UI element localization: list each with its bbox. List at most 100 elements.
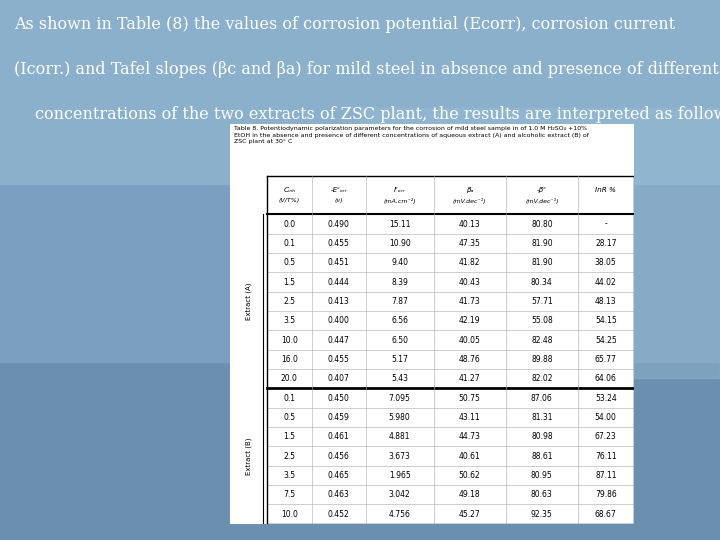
Text: 41.73: 41.73 — [459, 297, 481, 306]
Text: 40.13: 40.13 — [459, 220, 481, 228]
Text: 8.39: 8.39 — [391, 278, 408, 287]
Text: 10.0: 10.0 — [281, 335, 298, 345]
Text: 0.447: 0.447 — [328, 335, 350, 345]
Text: (mV.dec⁻¹): (mV.dec⁻¹) — [453, 198, 487, 204]
Text: 3.5: 3.5 — [283, 316, 295, 325]
Text: 3.5: 3.5 — [283, 471, 295, 480]
Text: 0.463: 0.463 — [328, 490, 350, 500]
Text: (mA.cm⁻²): (mA.cm⁻²) — [383, 198, 416, 204]
Text: concentrations of the two extracts of ZSC plant, the results are interpreted as : concentrations of the two extracts of ZS… — [35, 106, 720, 124]
Text: βₐ: βₐ — [466, 187, 474, 193]
Text: 28.17: 28.17 — [595, 239, 616, 248]
Text: 0.0: 0.0 — [283, 220, 295, 228]
Text: 82.02: 82.02 — [531, 374, 553, 383]
Text: 81.31: 81.31 — [531, 413, 553, 422]
Text: Iᶜₒᵣᵣ: Iᶜₒᵣᵣ — [394, 187, 405, 193]
Text: 40.61: 40.61 — [459, 451, 481, 461]
Text: 41.27: 41.27 — [459, 374, 480, 383]
Text: 20.0: 20.0 — [281, 374, 298, 383]
Text: 0.456: 0.456 — [328, 451, 350, 461]
Text: 43.11: 43.11 — [459, 413, 480, 422]
Text: 82.48: 82.48 — [531, 335, 553, 345]
Text: 45.27: 45.27 — [459, 510, 481, 518]
Text: 81.90: 81.90 — [531, 239, 553, 248]
Text: 0.465: 0.465 — [328, 471, 350, 480]
Text: 7.095: 7.095 — [389, 394, 410, 403]
Text: 38.05: 38.05 — [595, 258, 616, 267]
Text: 2.5: 2.5 — [284, 297, 295, 306]
Text: 5.980: 5.980 — [389, 413, 410, 422]
Text: 76.11: 76.11 — [595, 451, 616, 461]
Text: 47.35: 47.35 — [459, 239, 481, 248]
Text: 3.042: 3.042 — [389, 490, 410, 500]
Text: 89.88: 89.88 — [531, 355, 553, 364]
Text: 92.35: 92.35 — [531, 510, 553, 518]
Text: 44.02: 44.02 — [595, 278, 616, 287]
Text: 50.62: 50.62 — [459, 471, 481, 480]
Text: 54.15: 54.15 — [595, 316, 616, 325]
Text: 42.19: 42.19 — [459, 316, 480, 325]
Text: -: - — [604, 220, 607, 228]
Bar — [0, 362, 720, 540]
Text: 64.06: 64.06 — [595, 374, 617, 383]
Text: 2.5: 2.5 — [284, 451, 295, 461]
Text: As shown in Table (8) the values of corrosion potential (Ecorr), corrosion curre: As shown in Table (8) the values of corr… — [14, 16, 675, 33]
Text: 3.673: 3.673 — [389, 451, 410, 461]
Text: 40.05: 40.05 — [459, 335, 481, 345]
Text: InR %: InR % — [595, 187, 616, 193]
Text: 1.965: 1.965 — [389, 471, 410, 480]
Text: 80.34: 80.34 — [531, 278, 553, 287]
Text: Cᵢₙₕ: Cᵢₙₕ — [283, 187, 295, 193]
Text: 80.80: 80.80 — [531, 220, 553, 228]
Text: 0.407: 0.407 — [328, 374, 350, 383]
Text: 80.63: 80.63 — [531, 490, 553, 500]
Text: 5.17: 5.17 — [391, 355, 408, 364]
Text: 4.756: 4.756 — [389, 510, 410, 518]
Text: 0.444: 0.444 — [328, 278, 350, 287]
Text: (v): (v) — [335, 198, 343, 204]
Bar — [360, 108, 720, 378]
Text: 1.5: 1.5 — [284, 278, 295, 287]
Text: 1.5: 1.5 — [284, 432, 295, 441]
Text: 80.95: 80.95 — [531, 471, 553, 480]
Text: 5.43: 5.43 — [391, 374, 408, 383]
Text: 81.90: 81.90 — [531, 258, 553, 267]
Text: 65.77: 65.77 — [595, 355, 617, 364]
Text: 6.56: 6.56 — [391, 316, 408, 325]
Text: 0.461: 0.461 — [328, 432, 350, 441]
Text: 0.455: 0.455 — [328, 355, 350, 364]
Text: 0.455: 0.455 — [328, 239, 350, 248]
Text: (mV.dec⁻¹): (mV.dec⁻¹) — [525, 198, 559, 204]
Text: 87.11: 87.11 — [595, 471, 616, 480]
Text: 79.86: 79.86 — [595, 490, 616, 500]
Text: (V/T%): (V/T%) — [279, 198, 300, 204]
Text: 0.400: 0.400 — [328, 316, 350, 325]
Text: 16.0: 16.0 — [281, 355, 298, 364]
Text: 87.06: 87.06 — [531, 394, 553, 403]
Text: 49.18: 49.18 — [459, 490, 480, 500]
Text: 9.40: 9.40 — [391, 258, 408, 267]
Text: 0.451: 0.451 — [328, 258, 350, 267]
Text: 54.25: 54.25 — [595, 335, 616, 345]
Text: 4.881: 4.881 — [389, 432, 410, 441]
Text: 7.87: 7.87 — [391, 297, 408, 306]
Text: 88.61: 88.61 — [531, 451, 553, 461]
Text: 48.13: 48.13 — [595, 297, 616, 306]
Text: 80.98: 80.98 — [531, 432, 553, 441]
Text: 15.11: 15.11 — [389, 220, 410, 228]
Text: Extract (B): Extract (B) — [246, 437, 252, 475]
Bar — [0, 184, 720, 362]
Text: 0.450: 0.450 — [328, 394, 350, 403]
Text: 0.490: 0.490 — [328, 220, 350, 228]
Text: 0.1: 0.1 — [284, 394, 295, 403]
Text: 68.67: 68.67 — [595, 510, 616, 518]
Text: 50.75: 50.75 — [459, 394, 481, 403]
Text: 67.23: 67.23 — [595, 432, 616, 441]
Text: 0.1: 0.1 — [284, 239, 295, 248]
Text: 57.71: 57.71 — [531, 297, 553, 306]
Text: 0.5: 0.5 — [283, 413, 295, 422]
Text: 6.50: 6.50 — [391, 335, 408, 345]
Bar — [0, 0, 720, 184]
Text: 41.82: 41.82 — [459, 258, 480, 267]
Text: -Eᶜₒᵣᵣ: -Eᶜₒᵣᵣ — [330, 187, 347, 193]
